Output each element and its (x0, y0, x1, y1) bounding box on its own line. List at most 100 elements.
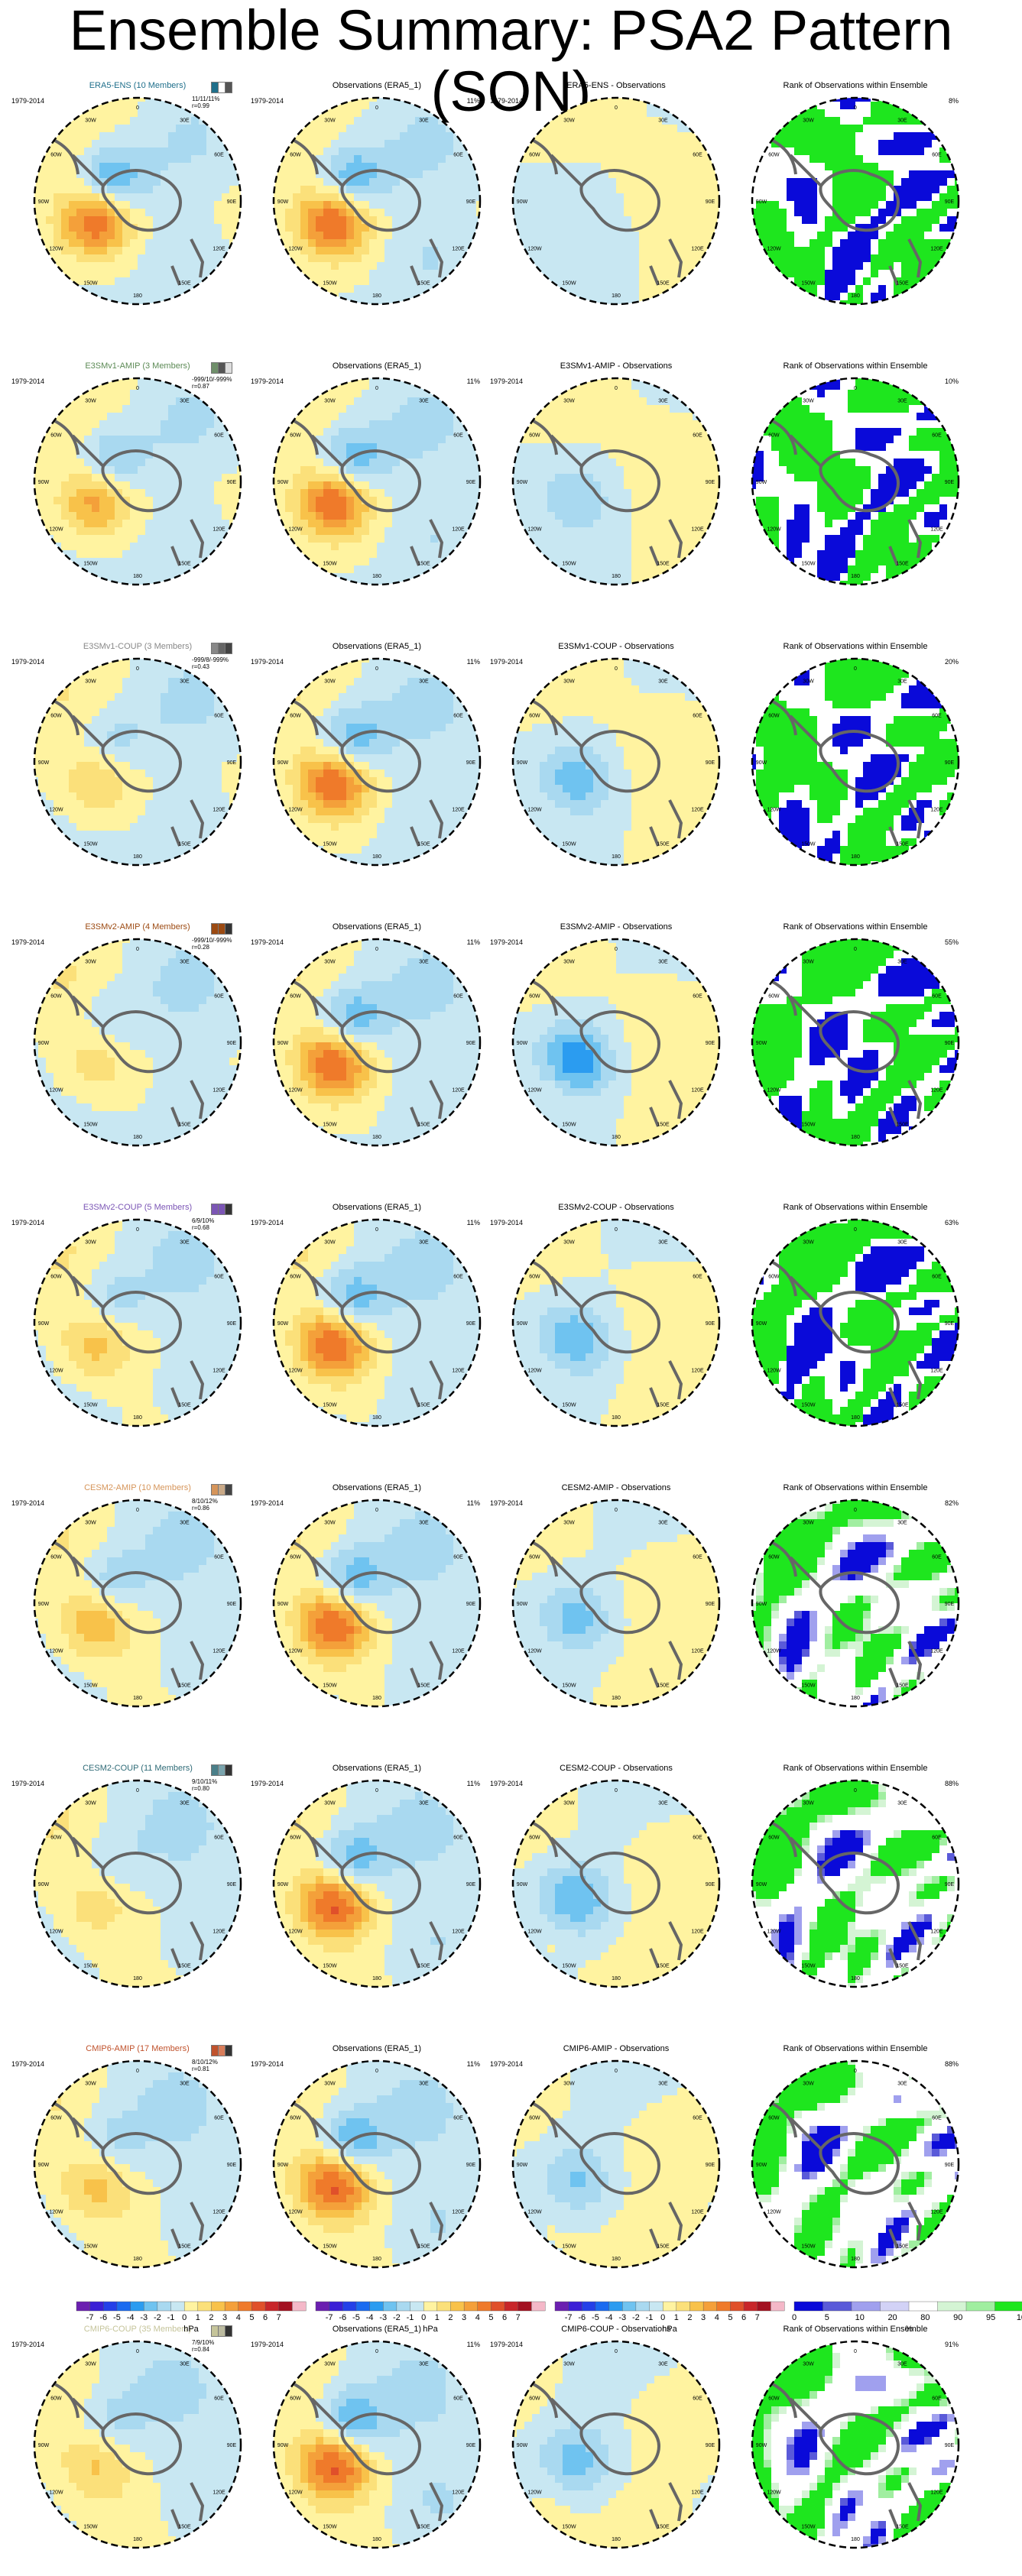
grid-cell (578, 209, 586, 217)
grid-cell (524, 262, 533, 271)
grid-cell (354, 443, 362, 452)
grid-cell (794, 147, 803, 156)
grid-cell (586, 558, 594, 566)
grid-cell (817, 109, 826, 118)
grid-cell (586, 451, 594, 459)
grid-cell (662, 170, 670, 179)
grid-cell (130, 140, 138, 148)
grid-cell (369, 550, 378, 559)
grid-cell (446, 535, 454, 543)
grid-cell (563, 512, 571, 520)
grid-cell (524, 216, 533, 225)
grid-cell (122, 125, 131, 133)
lon-label: 60W (529, 433, 540, 439)
grid-cell (570, 209, 579, 217)
grid-cell (354, 527, 362, 536)
grid-cell (532, 270, 540, 278)
grid-cell (532, 201, 540, 209)
grid-cell (779, 125, 787, 133)
grid-cell (886, 382, 894, 390)
grid-cell (168, 527, 177, 536)
grid-cell (107, 428, 115, 436)
grid-cell (161, 277, 169, 286)
grid-cell (817, 201, 826, 209)
grid-cell (878, 178, 887, 186)
map-border (33, 377, 242, 586)
grid-cell (46, 497, 54, 505)
grid-cell (601, 201, 609, 209)
grid-cell (183, 147, 192, 156)
grid-cell (894, 458, 902, 467)
grid-cell (932, 247, 940, 255)
grid-cell (924, 413, 933, 421)
grid-cell (631, 155, 640, 164)
grid-cell (886, 224, 894, 232)
grid-cell (377, 420, 385, 429)
grid-cell (693, 147, 701, 156)
grid-cell (446, 209, 454, 217)
grid-cell (513, 504, 517, 513)
grid-cell (917, 186, 925, 194)
grid-cell (631, 239, 640, 248)
grid-cell (886, 109, 894, 118)
grid-cell (461, 443, 469, 452)
grid-cell (138, 458, 146, 467)
grid-cell (662, 443, 670, 452)
grid-cell (840, 224, 848, 232)
grid-cell (779, 247, 787, 255)
grid-cell (384, 216, 393, 225)
grid-cell (161, 117, 169, 125)
grid-cell (809, 216, 818, 225)
grid-cell (547, 132, 556, 141)
grid-cell (886, 436, 894, 444)
grid-cell (369, 466, 378, 475)
grid-cell (476, 216, 480, 225)
grid-cell (878, 125, 887, 133)
grid-cell (601, 147, 609, 156)
grid-cell (586, 125, 594, 133)
grid-cell (222, 466, 230, 475)
grid-cell (855, 102, 864, 110)
grid-cell (677, 565, 686, 574)
grid-cell (339, 147, 347, 156)
grid-cell (339, 420, 347, 429)
grid-cell (586, 474, 594, 482)
lon-label: 120E (452, 527, 465, 533)
grid-cell (308, 254, 316, 263)
grid-cell (863, 102, 871, 110)
grid-cell (764, 163, 772, 171)
grid-cell (639, 140, 647, 148)
grid-cell (145, 254, 154, 263)
grid-cell (161, 232, 169, 240)
grid-cell (122, 489, 131, 497)
grid-cell (939, 163, 948, 171)
grid-cell (677, 132, 686, 141)
grid-cell (54, 504, 62, 513)
grid-cell (168, 565, 177, 574)
grid-cell (855, 178, 864, 186)
grid-cell (446, 239, 454, 248)
grid-cell (631, 397, 640, 406)
grid-cell (145, 474, 154, 482)
grid-cell (54, 466, 62, 475)
grid-cell (308, 201, 316, 209)
grid-cell (756, 186, 764, 194)
grid-cell (524, 520, 533, 528)
grid-cell (517, 504, 525, 513)
grid-cell (825, 413, 833, 421)
grid-cell (809, 170, 818, 179)
ensemble-swatch (211, 362, 219, 374)
grid-cell (601, 254, 609, 263)
grid-cell (563, 216, 571, 225)
grid-cell (107, 102, 115, 110)
grid-cell (624, 262, 632, 271)
grid-cell (840, 102, 848, 110)
grid-cell (586, 132, 594, 141)
grid-cell (369, 239, 378, 248)
grid-cell (274, 474, 278, 482)
grid-cell (61, 193, 70, 202)
grid-cell (300, 474, 309, 482)
grid-cell (886, 474, 894, 482)
grid-cell (84, 420, 92, 429)
grid-cell (555, 209, 563, 217)
